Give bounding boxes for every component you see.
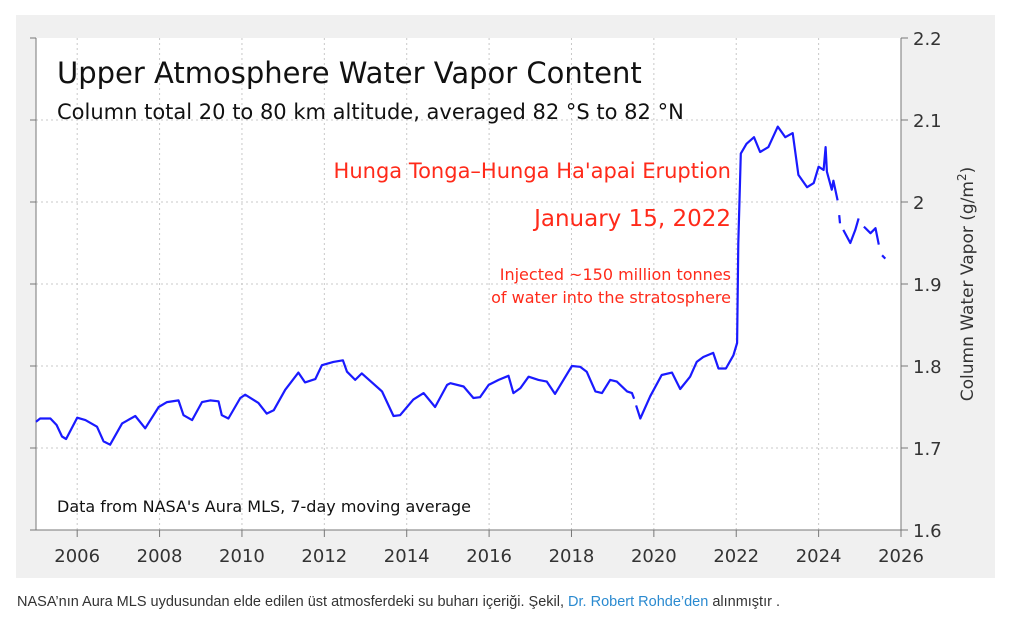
annotation-eruption: Hunga Tonga–Hunga Ha'apai Eruption xyxy=(334,159,731,183)
chart-subtitle: Column total 20 to 80 km altitude, avera… xyxy=(57,100,684,124)
water-vapor-chart: 2006 2008 2010 2012 2014 2016 2018 2020 2022 2024… xyxy=(30,29,978,567)
y-tick-label: 2.1 xyxy=(913,111,942,132)
series-line-segment xyxy=(881,254,887,260)
data-source-note: Data from NASA's Aura MLS, 7-day moving … xyxy=(57,497,471,516)
x-tick-label: 2014 xyxy=(384,546,430,567)
series-line-segment xyxy=(635,125,839,420)
series-line-segment xyxy=(863,225,880,245)
y-axis-label: Column Water Vapor (g/m2) xyxy=(955,167,978,401)
annotation-injected-2: of water into the stratosphere xyxy=(491,288,731,307)
caption-text: NASA’nın Aura MLS uydusundan elde edilen… xyxy=(17,594,569,610)
x-tick-label: 2006 xyxy=(54,546,100,567)
chart-title: Upper Atmosphere Water Vapor Content xyxy=(57,56,642,90)
x-tick-label: 2010 xyxy=(219,546,265,567)
x-tick-label: 2008 xyxy=(137,546,183,567)
y-tick-label: 1.9 xyxy=(913,275,942,296)
y-axis-label-superscript: 2 xyxy=(955,173,969,181)
series-line-segment xyxy=(838,214,842,224)
x-tick-label: 2026 xyxy=(878,546,924,567)
x-tick-label: 2024 xyxy=(796,546,842,567)
x-tick-label: 2022 xyxy=(713,546,759,567)
annotation-date: January 15, 2022 xyxy=(532,206,731,232)
x-tick-label: 2020 xyxy=(631,546,677,567)
caption-text-end: alınmıştır . xyxy=(708,594,781,610)
y-axis-label-close: ) xyxy=(958,167,978,174)
x-tick-label: 2016 xyxy=(466,546,512,567)
x-tick-label: 2018 xyxy=(549,546,595,567)
series-line-segment xyxy=(842,218,860,245)
y-tick-label: 1.8 xyxy=(913,357,942,378)
y-tick-label: 1.6 xyxy=(913,521,942,542)
annotation-injected-1: Injected ~150 million tonnes xyxy=(500,265,731,284)
x-tick-label: 2012 xyxy=(301,546,347,567)
y-axis-label-text: Column Water Vapor (g/m xyxy=(958,181,978,401)
y-tick-label: 1.7 xyxy=(913,439,942,460)
y-tick-label: 2.2 xyxy=(913,29,942,50)
chart-figure: 2006 2008 2010 2012 2014 2016 2018 2020 2022 2024… xyxy=(16,15,995,578)
author-link[interactable]: Dr. Robert Rohde’den xyxy=(568,594,709,610)
y-tick-label: 2 xyxy=(913,193,924,214)
series-line-segment xyxy=(35,359,636,446)
figure-caption: NASA’nın Aura MLS uydusundan elde edilen… xyxy=(17,594,780,610)
